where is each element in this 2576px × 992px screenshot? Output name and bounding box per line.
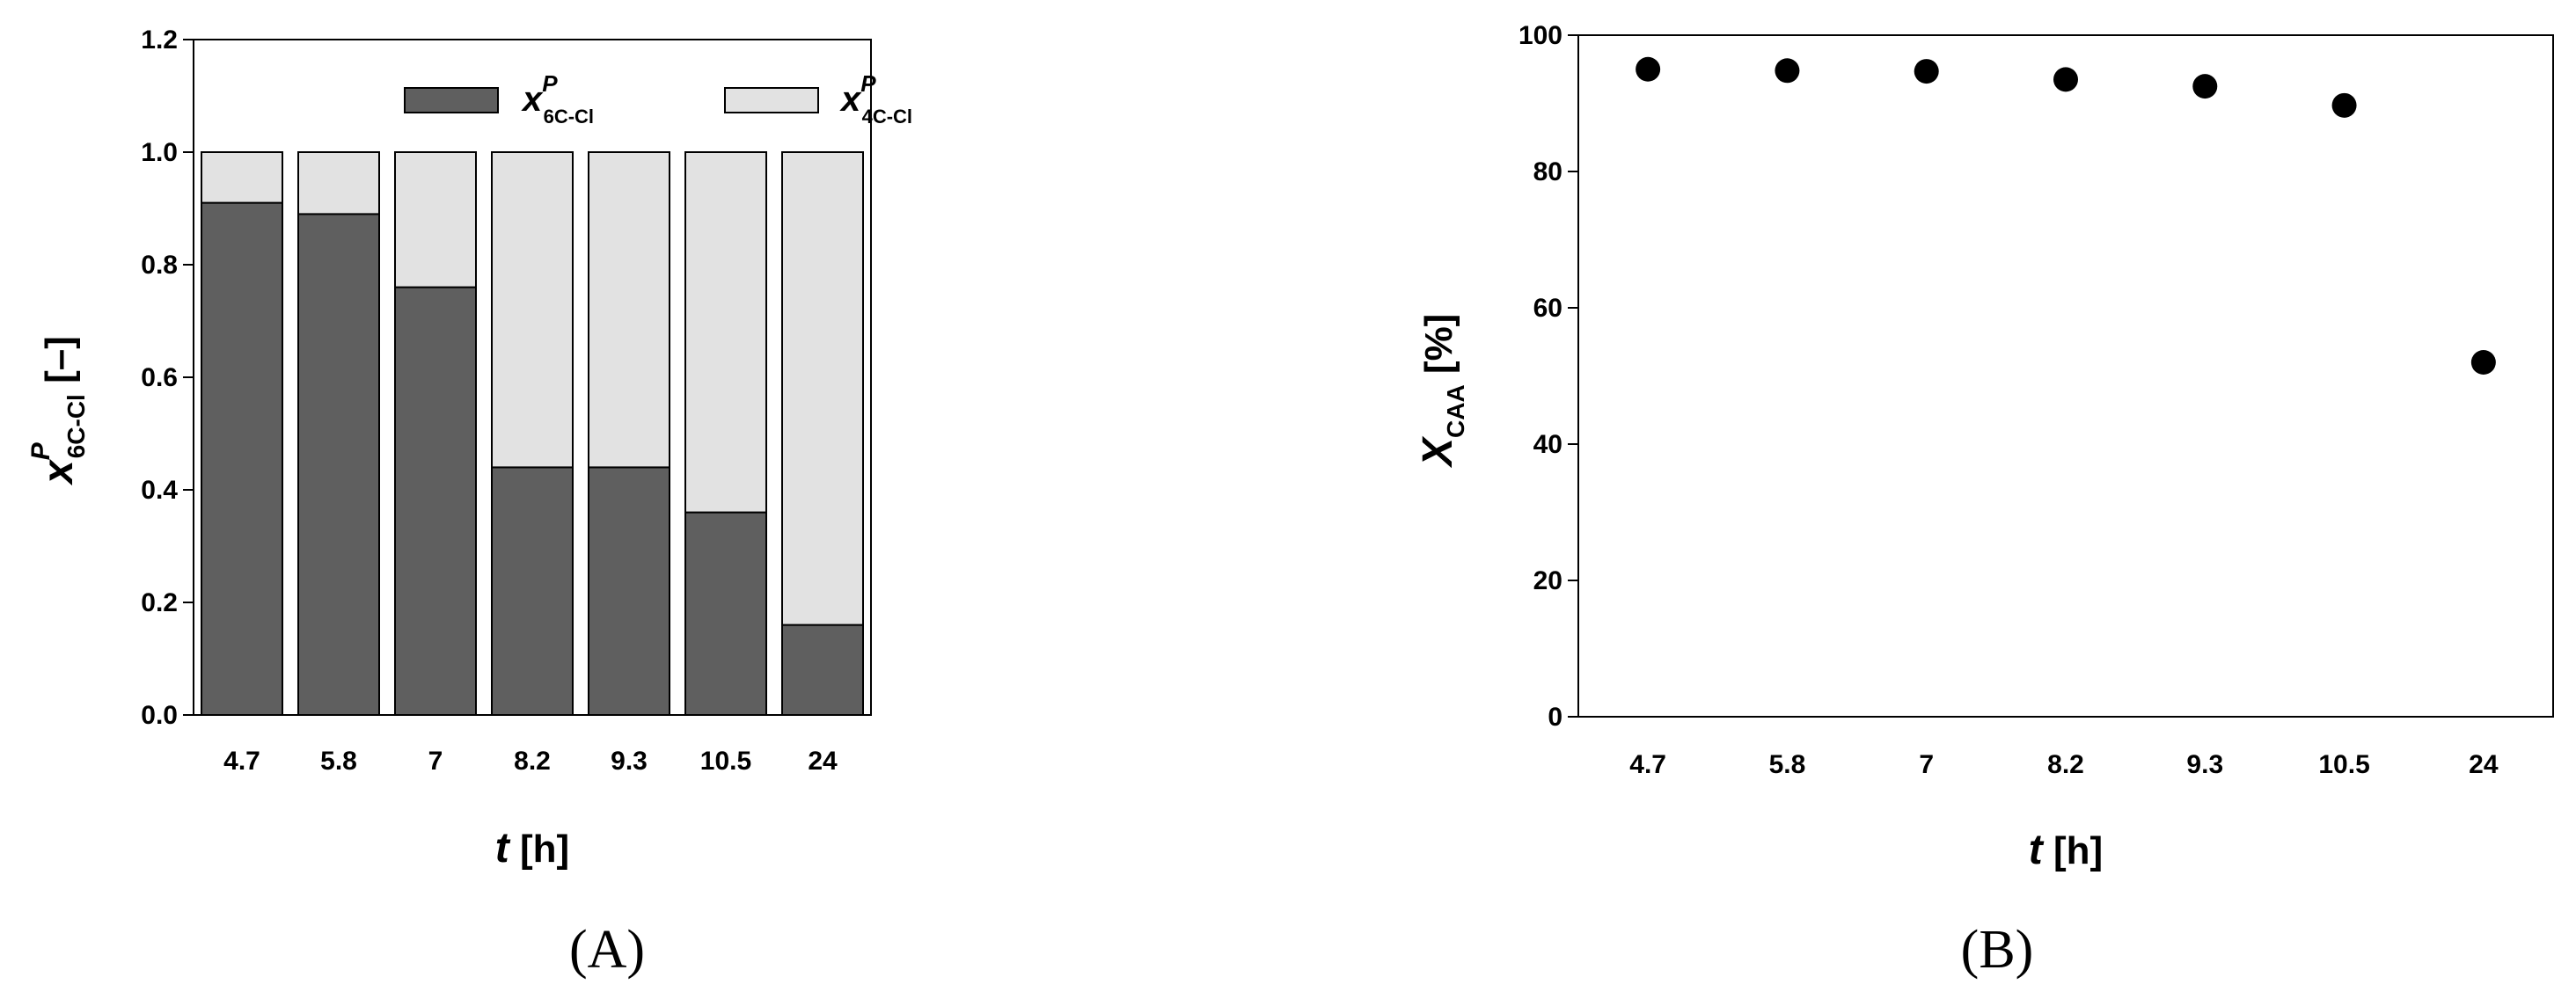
panel-a-y-axis-title: xP 6C-Cl [–] — [26, 336, 90, 486]
panel-b-ylabel-sub: CAA — [1442, 384, 1469, 438]
panel-a-y-tick-label: 0.2 — [141, 588, 178, 617]
panel-a-ylabel-sub: 6C-Cl — [62, 394, 90, 458]
panel-a-xlabel-unit: [h] — [509, 828, 569, 871]
point-10-5 — [2331, 92, 2357, 118]
panel-a-label: (A) — [569, 920, 645, 980]
panel-b-y-tick-label: 80 — [1533, 157, 1562, 186]
panel-b-y-axis-title: XCAA [%] — [1415, 314, 1469, 469]
panel-b-x-tick-label: 5.8 — [1769, 750, 1806, 779]
panel-b-ylabel-unit: [%] — [1417, 314, 1460, 385]
panel-a-y-ticks: 0.0 0.2 0.4 0.6 0.8 1.0 1.2 — [141, 26, 194, 730]
panel-b-y-tick-label: 60 — [1533, 294, 1562, 323]
panel-a-ylabel-unit: [–] — [38, 336, 81, 394]
panel-b-xlabel-unit: [h] — [2043, 829, 2103, 872]
panel-b-x-ticks: 4.7 5.8 7 8.2 9.3 10.5 24 — [1629, 750, 2499, 779]
bar-6c-cl-5-8 — [297, 213, 380, 716]
panel-a-y-tick-label: 0.6 — [141, 363, 178, 392]
bar-6c-cl-4-7 — [201, 201, 283, 717]
point-9-3 — [2192, 74, 2218, 99]
panel-a-y-tick-label: 0.0 — [141, 701, 178, 730]
panel-a-y-tick-label: 0.4 — [141, 476, 178, 505]
panel-b-y-tick-label: 40 — [1533, 430, 1562, 459]
panel-b-x-tick-label: 8.2 — [2047, 750, 2084, 779]
panel-b-y-tick-label: 0 — [1548, 703, 1562, 732]
bar-6c-cl-7 — [394, 286, 477, 716]
panel-a-bars — [201, 151, 864, 717]
panel-a-y-tick-label: 1.2 — [141, 26, 178, 55]
legend-swatch-4c-cl — [724, 87, 819, 113]
bar-6c-cl-10-5 — [684, 511, 767, 716]
legend-4c-cl-sub: 4C-Cl — [862, 106, 912, 128]
panel-a-x-tick-label: 24 — [808, 747, 838, 776]
panel-b-x-axis-title: t [h] — [2029, 827, 2103, 873]
bar-4c-cl-7 — [394, 151, 477, 288]
legend-swatch-6c-cl — [404, 87, 499, 113]
panel-a-x-tick-label: 5.8 — [320, 747, 357, 776]
point-7 — [1914, 59, 1939, 84]
bar-6c-cl-9-3 — [588, 466, 670, 717]
panel-a-xlabel-main: t — [495, 825, 511, 872]
panel-b-y-ticks: 0 20 40 60 80 100 — [1519, 21, 1578, 732]
panel-b-xlabel-main: t — [2029, 827, 2045, 873]
panel-b-points — [1636, 56, 2496, 375]
panel-b-x-tick-label: 7 — [1919, 750, 1934, 779]
panel-b-label: (B) — [1961, 920, 2034, 980]
legend-4c-cl-main: x — [839, 80, 862, 119]
legend-4c-cl-sup: P — [860, 70, 876, 97]
panel-a-ylabel-sup: P — [26, 441, 55, 460]
point-8-2 — [2053, 67, 2078, 92]
panel-a-x-tick-label: 7 — [428, 747, 443, 776]
bar-6c-cl-8-2 — [491, 466, 574, 717]
panel-a-ylabel-main: x — [35, 458, 82, 486]
legend-label-4c-cl: xP 4C-Cl — [839, 70, 912, 128]
bar-6c-cl-24 — [781, 624, 864, 716]
panel-b: 0 20 40 60 80 100 4.7 5.8 7 8.2 9.3 10.5 24 XCAA [%… — [1415, 21, 2554, 980]
bar-4c-cl-8-2 — [491, 151, 574, 469]
panel-b-x-tick-label: 24 — [2469, 750, 2499, 779]
legend-6c-cl-main: x — [521, 80, 544, 119]
panel-a-legend: xP 6C-Cl xP 4C-Cl — [404, 70, 912, 128]
panel-a: 0.0 0.2 0.4 0.6 0.8 1.0 1.2 4.7 5.8 7 8.2 9.3 10.5 2… — [26, 26, 912, 980]
panel-a-x-axis-title: t [h] — [495, 825, 569, 872]
panel-b-x-tick-label: 4.7 — [1629, 750, 1666, 779]
panel-a-x-tick-label: 4.7 — [223, 747, 260, 776]
bar-4c-cl-9-3 — [588, 151, 670, 469]
bar-4c-cl-24 — [781, 151, 864, 626]
point-4-7 — [1636, 56, 1661, 82]
panel-a-x-tick-label: 9.3 — [611, 747, 648, 776]
panel-a-x-tick-label: 8.2 — [514, 747, 551, 776]
bar-4c-cl-4-7 — [201, 151, 283, 204]
panel-a-y-tick-label: 1.0 — [141, 138, 178, 167]
bar-4c-cl-10-5 — [684, 151, 767, 514]
panel-b-plot-frame — [1577, 34, 2554, 718]
legend-6c-cl-sub: 6C-Cl — [544, 106, 594, 128]
panel-b-y-tick-label: 20 — [1533, 566, 1562, 595]
panel-b-x-tick-label: 10.5 — [2318, 750, 2369, 779]
legend-label-6c-cl: xP 6C-Cl — [521, 70, 594, 128]
panel-a-y-tick-label: 0.8 — [141, 251, 178, 280]
point-24 — [2470, 350, 2496, 375]
bar-4c-cl-5-8 — [297, 151, 380, 215]
panel-a-x-tick-label: 10.5 — [700, 747, 751, 776]
legend-6c-cl-sup: P — [542, 70, 558, 97]
panel-b-ylabel-main: X — [1415, 435, 1461, 469]
panel-a-x-ticks: 4.7 5.8 7 8.2 9.3 10.5 24 — [223, 747, 838, 776]
panel-b-y-tick-label: 100 — [1519, 21, 1562, 50]
panel-b-x-tick-label: 9.3 — [2186, 750, 2223, 779]
point-5-8 — [1775, 58, 1800, 84]
